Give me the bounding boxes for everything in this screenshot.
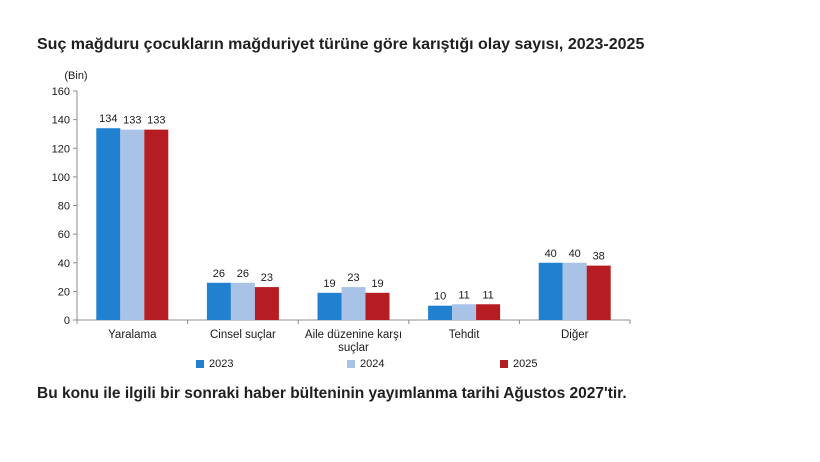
- category-label: suçlar: [338, 342, 369, 354]
- y-tick-label: 40: [58, 258, 70, 270]
- legend-item-2023: 2023: [196, 358, 233, 370]
- y-tick-label: 80: [58, 201, 70, 213]
- bar-2023: [317, 292, 342, 320]
- bar-2023: [96, 128, 121, 320]
- legend-swatch: [196, 360, 204, 368]
- data-label: 26: [237, 268, 249, 280]
- chart-title: Suç mağduru çocukların mağduriyet türüne…: [37, 36, 645, 53]
- bar-2024: [120, 129, 145, 320]
- bar-chart: (Bin) 0 20 40 60 80 100 120 140 160 Yaralama Cinse…: [52, 70, 631, 354]
- legend: 2023 2024 2025: [0, 358, 820, 374]
- bar-2024: [341, 287, 366, 320]
- category-label: Yaralama: [108, 329, 157, 341]
- legend-item-2024: 2024: [347, 358, 384, 370]
- y-tick-label: 120: [52, 143, 70, 155]
- data-label: 134: [99, 113, 117, 125]
- data-label: 133: [123, 115, 141, 127]
- y-tick-label: 60: [58, 229, 70, 241]
- y-tick-label: 20: [58, 286, 70, 298]
- data-label: 40: [569, 248, 581, 260]
- category-label: Cinsel suçlar: [210, 329, 276, 341]
- legend-item-2025: 2025: [500, 358, 537, 370]
- bar-2025: [586, 265, 611, 320]
- data-label: 23: [261, 272, 273, 284]
- bar-2023: [428, 305, 453, 320]
- data-label: 38: [593, 251, 605, 263]
- data-label: 11: [458, 289, 469, 301]
- legend-label: 2023: [209, 358, 234, 370]
- bar-2024: [230, 282, 255, 320]
- legend-label: 2025: [513, 358, 538, 370]
- bar-2025: [144, 129, 169, 320]
- data-label: 19: [323, 278, 335, 290]
- data-label: 23: [347, 272, 359, 284]
- data-label: 133: [147, 115, 165, 127]
- y-tick-label: 140: [52, 115, 70, 127]
- bar-2025: [254, 287, 279, 320]
- legend-swatch: [347, 360, 355, 368]
- legend-swatch: [500, 360, 508, 368]
- release-date-note: Bu konu ile ilgili bir sonraki haber bül…: [37, 385, 627, 402]
- bar-2025: [476, 304, 501, 320]
- data-label: 19: [371, 278, 383, 290]
- y-tick-label: 160: [52, 86, 70, 98]
- data-label: 11: [482, 289, 493, 301]
- category-label: Diğer: [561, 329, 589, 341]
- y-tick-label: 0: [64, 315, 70, 327]
- y-axis-unit-label: (Bin): [64, 70, 87, 82]
- bar-2023: [206, 282, 231, 320]
- category-label: Aile düzenine karşı: [305, 329, 402, 341]
- bar-2024: [452, 304, 477, 320]
- bar-2024: [562, 262, 587, 320]
- bar-2023: [538, 262, 563, 320]
- legend-label: 2024: [360, 358, 385, 370]
- data-label: 10: [434, 291, 446, 303]
- data-label: 26: [213, 268, 225, 280]
- y-tick-label: 100: [52, 172, 70, 184]
- data-label: 40: [545, 248, 557, 260]
- category-label: Tehdit: [449, 329, 480, 341]
- bar-2025: [365, 292, 390, 320]
